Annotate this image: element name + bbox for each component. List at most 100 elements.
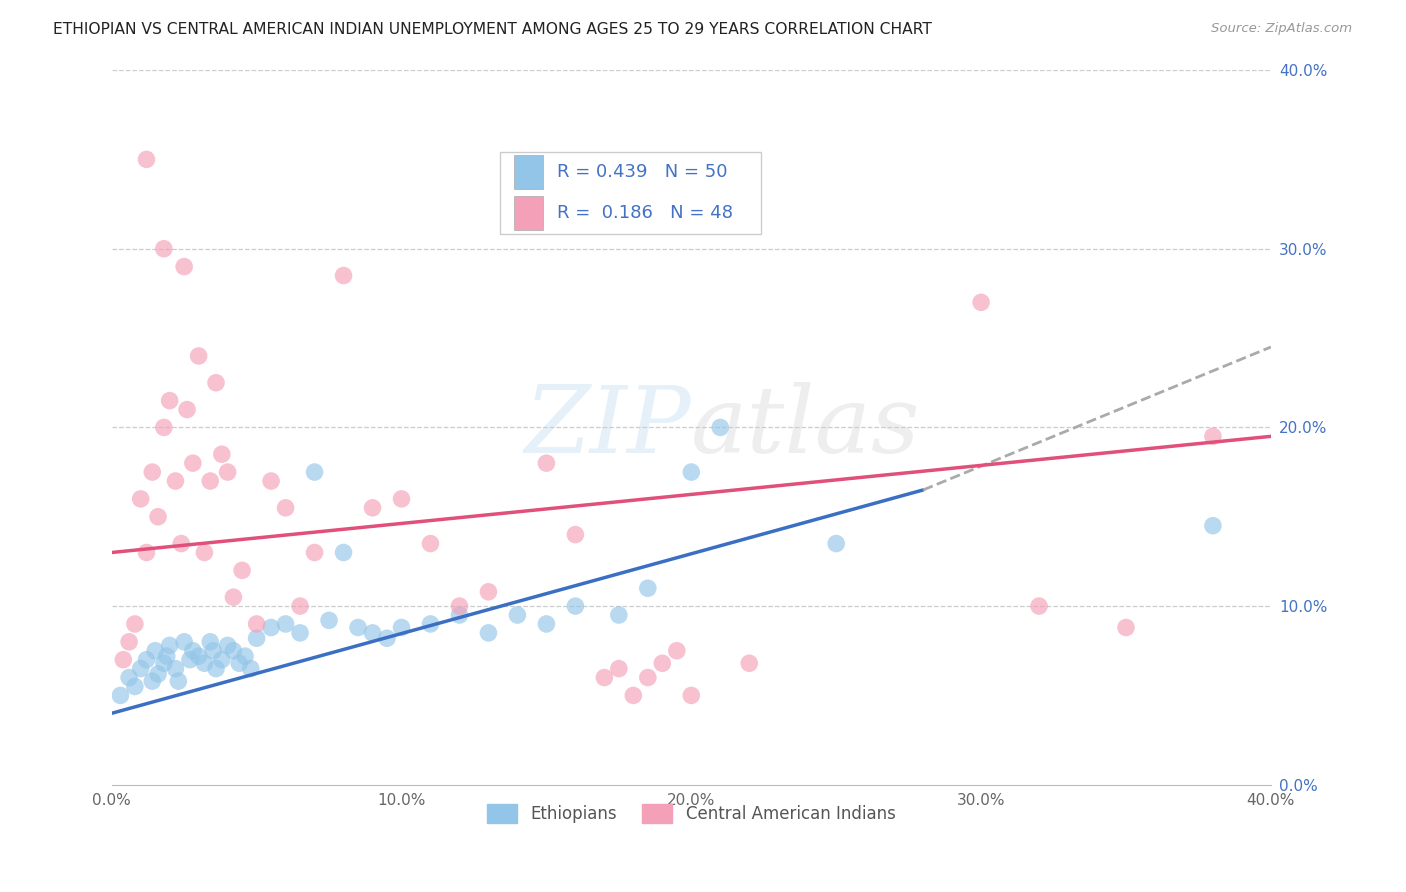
- Point: [112, 653, 135, 667]
- Point: [246, 632, 269, 646]
- Legend: Ethiopians, Central American Indians: Ethiopians, Central American Indians: [481, 797, 903, 830]
- Point: [477, 626, 499, 640]
- Point: [637, 671, 659, 685]
- Point: [124, 680, 146, 694]
- Point: [665, 644, 688, 658]
- Point: [211, 447, 233, 461]
- Point: [288, 626, 311, 640]
- Point: [637, 581, 659, 595]
- Text: atlas: atlas: [692, 383, 921, 473]
- Point: [217, 639, 239, 653]
- Point: [607, 607, 630, 622]
- Point: [193, 657, 215, 671]
- Point: [536, 616, 558, 631]
- Point: [332, 268, 354, 283]
- Point: [181, 644, 204, 658]
- Point: [1115, 621, 1137, 635]
- Point: [200, 635, 222, 649]
- Point: [153, 657, 176, 671]
- Point: [143, 644, 166, 658]
- Point: [449, 599, 471, 613]
- Point: [156, 649, 179, 664]
- Point: [181, 456, 204, 470]
- Point: [970, 295, 993, 310]
- Point: [217, 465, 239, 479]
- Point: [228, 657, 250, 671]
- Point: [233, 649, 256, 664]
- Text: R =  0.186   N = 48: R = 0.186 N = 48: [557, 204, 733, 222]
- FancyBboxPatch shape: [501, 153, 761, 235]
- Point: [347, 621, 370, 635]
- Point: [361, 500, 384, 515]
- Point: [159, 639, 181, 653]
- Text: ZIP: ZIP: [524, 383, 692, 473]
- Point: [124, 616, 146, 631]
- Point: [332, 545, 354, 559]
- Point: [141, 674, 163, 689]
- Point: [179, 653, 201, 667]
- Point: [239, 662, 262, 676]
- Point: [593, 671, 616, 685]
- Point: [621, 689, 644, 703]
- Point: [173, 260, 195, 274]
- Point: [167, 674, 190, 689]
- Point: [193, 545, 215, 559]
- Point: [274, 616, 297, 631]
- Text: Source: ZipAtlas.com: Source: ZipAtlas.com: [1212, 22, 1353, 36]
- Point: [260, 474, 283, 488]
- Point: [141, 465, 163, 479]
- Point: [135, 653, 157, 667]
- Point: [159, 393, 181, 408]
- Point: [202, 644, 225, 658]
- Point: [246, 616, 269, 631]
- Point: [1028, 599, 1050, 613]
- Bar: [515, 196, 543, 230]
- Point: [211, 653, 233, 667]
- Point: [173, 635, 195, 649]
- Point: [187, 349, 209, 363]
- Point: [825, 536, 848, 550]
- Point: [222, 644, 245, 658]
- Point: [118, 635, 141, 649]
- Point: [304, 545, 326, 559]
- Point: [110, 689, 132, 703]
- Point: [607, 662, 630, 676]
- Point: [477, 584, 499, 599]
- Point: [153, 420, 176, 434]
- Point: [419, 536, 441, 550]
- Point: [260, 621, 283, 635]
- Point: [564, 527, 586, 541]
- Point: [205, 662, 228, 676]
- Point: [361, 626, 384, 640]
- Point: [391, 621, 413, 635]
- Point: [1202, 518, 1225, 533]
- Point: [205, 376, 228, 390]
- Point: [231, 563, 253, 577]
- Point: [129, 491, 152, 506]
- Point: [738, 657, 761, 671]
- Point: [176, 402, 198, 417]
- Point: [536, 456, 558, 470]
- Point: [170, 536, 193, 550]
- Point: [709, 420, 731, 434]
- Point: [288, 599, 311, 613]
- Point: [153, 242, 176, 256]
- Point: [419, 616, 441, 631]
- Point: [165, 474, 187, 488]
- Point: [391, 491, 413, 506]
- Point: [187, 649, 209, 664]
- Point: [506, 607, 529, 622]
- Point: [651, 657, 673, 671]
- Point: [449, 607, 471, 622]
- Point: [200, 474, 222, 488]
- Point: [135, 545, 157, 559]
- Point: [165, 662, 187, 676]
- Point: [135, 153, 157, 167]
- Point: [146, 667, 169, 681]
- Point: [146, 509, 169, 524]
- Text: ETHIOPIAN VS CENTRAL AMERICAN INDIAN UNEMPLOYMENT AMONG AGES 25 TO 29 YEARS CORR: ETHIOPIAN VS CENTRAL AMERICAN INDIAN UNE…: [53, 22, 932, 37]
- Point: [681, 689, 703, 703]
- Point: [222, 590, 245, 604]
- Point: [118, 671, 141, 685]
- Point: [564, 599, 586, 613]
